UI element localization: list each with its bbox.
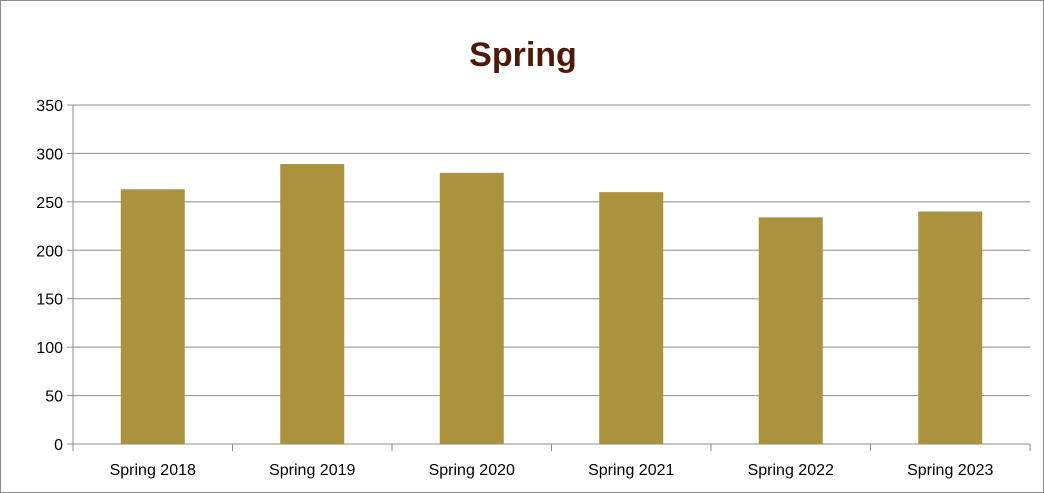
bar-spring-2023	[918, 211, 983, 444]
bar-spring-2020	[439, 172, 504, 445]
y-axis-tick-label: 300	[36, 146, 63, 163]
axes	[67, 104, 1031, 451]
x-axis-tick-labels: Spring 2018 Spring 2019 Spring 2020 Spring …	[110, 462, 994, 479]
x-axis-tick-label: Spring 2022	[748, 462, 834, 479]
x-axis-tick-label: Spring 2019	[269, 462, 355, 479]
bar-spring-2018	[120, 189, 185, 444]
y-axis-tick-label: 200	[36, 243, 63, 260]
x-axis-tick-label: Spring 2021	[588, 462, 674, 479]
bar-spring-2022	[758, 217, 823, 444]
x-axis-tick-label: Spring 2018	[110, 462, 196, 479]
y-axis-tick-label: 100	[36, 340, 63, 357]
chart-title: Spring	[469, 36, 577, 74]
y-axis-tick-labels: 0 50 100 150 200 250 300 350	[36, 98, 63, 454]
bar-spring-2019	[280, 164, 345, 444]
bars	[120, 164, 983, 445]
y-axis-tick-label: 50	[45, 389, 63, 406]
y-axis-tick-label: 0	[54, 437, 63, 454]
y-axis-tick-label: 150	[36, 292, 63, 309]
gridlines	[73, 104, 1030, 397]
bar-spring-2021	[599, 192, 664, 444]
y-axis-tick-label: 350	[36, 98, 63, 115]
x-axis-tick-label: Spring 2023	[907, 462, 993, 479]
y-axis-tick-label: 250	[36, 195, 63, 212]
x-axis-tick-label: Spring 2020	[429, 462, 515, 479]
